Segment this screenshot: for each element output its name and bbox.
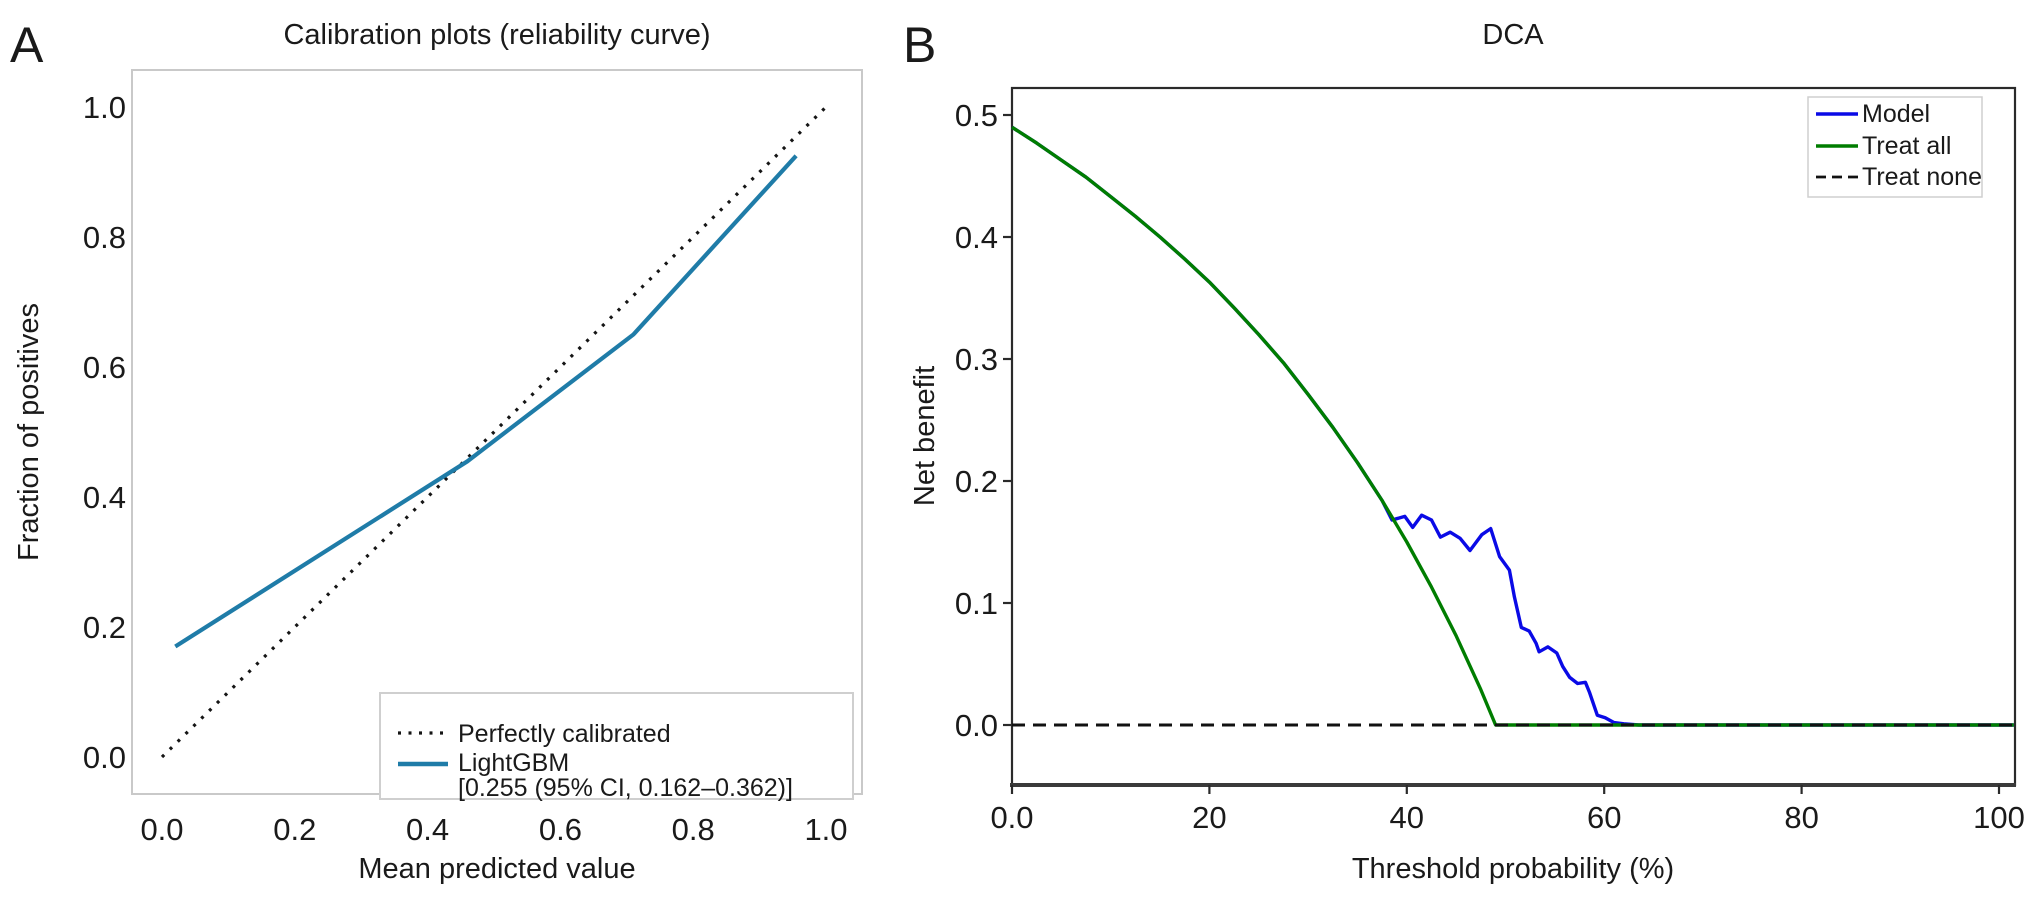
series-line-treat-all <box>1011 125 2014 727</box>
x-tick-label: 20 <box>1192 800 1226 835</box>
series-line-model <box>1011 125 2014 727</box>
y-tick-label: 0.1 <box>955 586 998 621</box>
panel-a-title: Calibration plots (reliability curve) <box>283 19 710 51</box>
x-tick-label: 0.6 <box>539 812 582 847</box>
panel-a: A Calibration plots (reliability curve) … <box>10 17 863 885</box>
panel-b-yaxis-label: Net benefit <box>909 366 941 506</box>
y-tick-label: 0.6 <box>83 350 126 385</box>
panel-b-series <box>1011 125 2014 727</box>
x-tick-label: 80 <box>1784 800 1818 835</box>
x-tick-label: 100 <box>1973 800 2025 835</box>
y-tick-label: 0.0 <box>955 708 998 743</box>
x-tick-label: 0.8 <box>672 812 715 847</box>
x-tick-label: 0.2 <box>273 812 316 847</box>
y-tick-label: 0.4 <box>83 480 126 515</box>
x-tick-label: 1.0 <box>804 812 847 847</box>
legend-label-perfectly-calibrated: Perfectly calibrated <box>458 720 671 748</box>
y-tick-label: 0.2 <box>955 464 998 499</box>
x-tick-label: 0.0 <box>990 800 1033 835</box>
panel-a-series <box>160 105 828 759</box>
y-tick-label: 0.4 <box>955 220 998 255</box>
panel-a-yaxis-label: Fraction of positives <box>13 303 45 561</box>
x-tick-label: 0.0 <box>140 812 183 847</box>
panel-a-legend-box <box>379 692 854 800</box>
series-line-perfectly-calibrated <box>160 105 828 759</box>
x-tick-label: 40 <box>1390 800 1424 835</box>
panel-a-corner-label: A <box>10 17 44 73</box>
legend-label-model: Model <box>1862 100 1930 128</box>
panel-a-ticks: 0.0 0.2 0.4 0.6 0.8 1.0 0.0 0.2 0.4 0.6 0.8 1.0 <box>83 90 848 847</box>
panel-b-xaxis-label: Threshold probability (%) <box>1352 853 1674 885</box>
series-line-lightgbm <box>174 154 798 649</box>
panel-b-ticks: 0.0 20 40 60 80 100 0.0 0.1 0.2 0.3 0.4 0.5 <box>955 98 2025 835</box>
y-tick-label: 1.0 <box>83 90 126 125</box>
x-tick-label: 0.4 <box>406 812 449 847</box>
x-tick-label: 60 <box>1587 800 1621 835</box>
panel-b-legend: Model Treat all Treat none <box>1807 96 1983 198</box>
y-tick-label: 0.0 <box>83 740 126 775</box>
panel-b: B DCA 0.0 20 40 60 80 100 0.0 0.1 0.2 0.3 0.4 0.5 T… <box>903 17 2025 885</box>
legend-label-lightgbm-ci: [0.255 (95% CI, 0.162–0.362)] <box>458 774 793 802</box>
legend-label-treat-all: Treat all <box>1862 132 1951 160</box>
panel-a-legend: Perfectly calibrated LightGBM [0.255 (95… <box>379 692 854 802</box>
panel-b-title: DCA <box>1482 19 1544 51</box>
panel-b-corner-label: B <box>903 17 936 73</box>
legend-label-lightgbm: LightGBM <box>458 749 569 777</box>
y-tick-label: 0.8 <box>83 220 126 255</box>
y-tick-label: 0.5 <box>955 98 998 133</box>
legend-label-treat-none: Treat none <box>1862 163 1982 191</box>
panel-a-xaxis-label: Mean predicted value <box>358 853 635 885</box>
y-tick-label: 0.2 <box>83 610 126 645</box>
y-tick-label: 0.3 <box>955 342 998 377</box>
